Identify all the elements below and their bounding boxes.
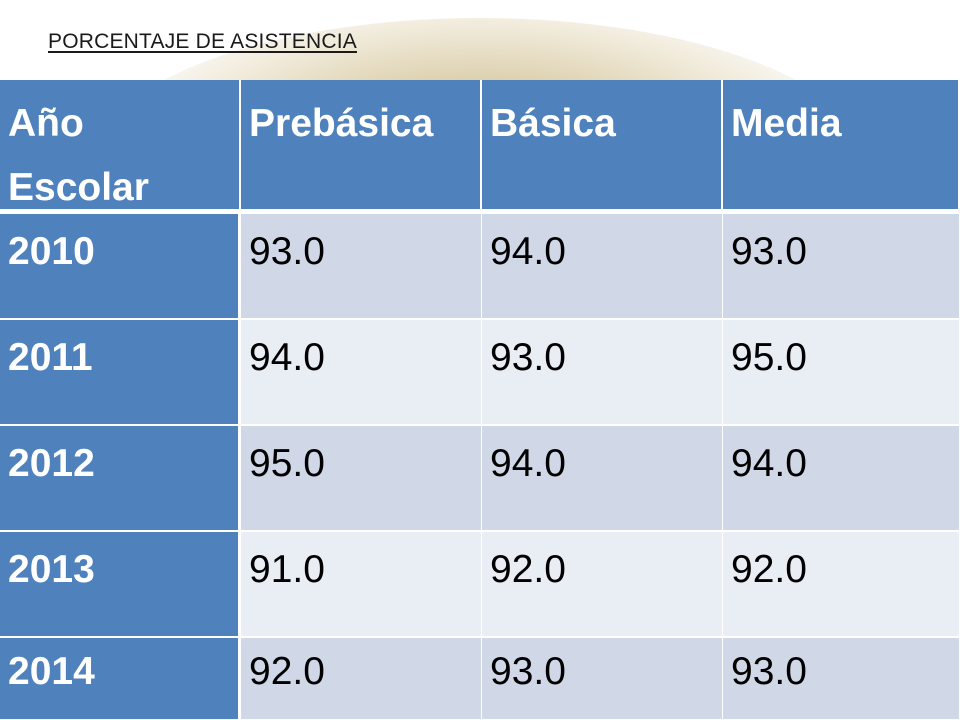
cell-2013-basica: 92.0 xyxy=(482,531,723,637)
cell-2013-prebasica: 91.0 xyxy=(241,531,482,637)
cell-2014-basica: 93.0 xyxy=(482,637,723,720)
cell-2014-media: 93.0 xyxy=(723,637,960,720)
header-cell-prebasica: Prebásica xyxy=(241,80,482,213)
header-year-line1: Año xyxy=(8,102,84,145)
header-year-line2: Escolar xyxy=(8,166,149,209)
row-year-2013: 2013 xyxy=(0,531,241,637)
cell-2011-basica: 93.0 xyxy=(482,319,723,425)
cell-2010-prebasica: 93.0 xyxy=(241,213,482,319)
cell-2011-prebasica: 94.0 xyxy=(241,319,482,425)
cell-2012-prebasica: 95.0 xyxy=(241,425,482,531)
row-year-2012: 2012 xyxy=(0,425,241,531)
header-prebasica-label: Prebásica xyxy=(249,102,434,145)
row-year-2014: 2014 xyxy=(0,637,241,720)
cell-2010-media: 93.0 xyxy=(723,213,960,319)
cell-2014-prebasica: 92.0 xyxy=(241,637,482,720)
cell-2012-basica: 94.0 xyxy=(482,425,723,531)
attendance-table: Año Escolar Prebásica Básica Media 2010 … xyxy=(0,80,960,720)
header-cell-basica: Básica xyxy=(482,80,723,213)
header-cell-media: Media xyxy=(723,80,960,213)
cell-2013-media: 92.0 xyxy=(723,531,960,637)
header-cell-year: Año Escolar xyxy=(0,80,241,213)
row-year-2011: 2011 xyxy=(0,319,241,425)
header-basica-label: Básica xyxy=(490,102,616,145)
cell-2011-media: 95.0 xyxy=(723,319,960,425)
row-year-2010: 2010 xyxy=(0,213,241,319)
header-media-label: Media xyxy=(731,102,842,145)
cell-2012-media: 94.0 xyxy=(723,425,960,531)
cell-2010-basica: 94.0 xyxy=(482,213,723,319)
slide-title: PORCENTAJE DE ASISTENCIA xyxy=(48,30,357,53)
